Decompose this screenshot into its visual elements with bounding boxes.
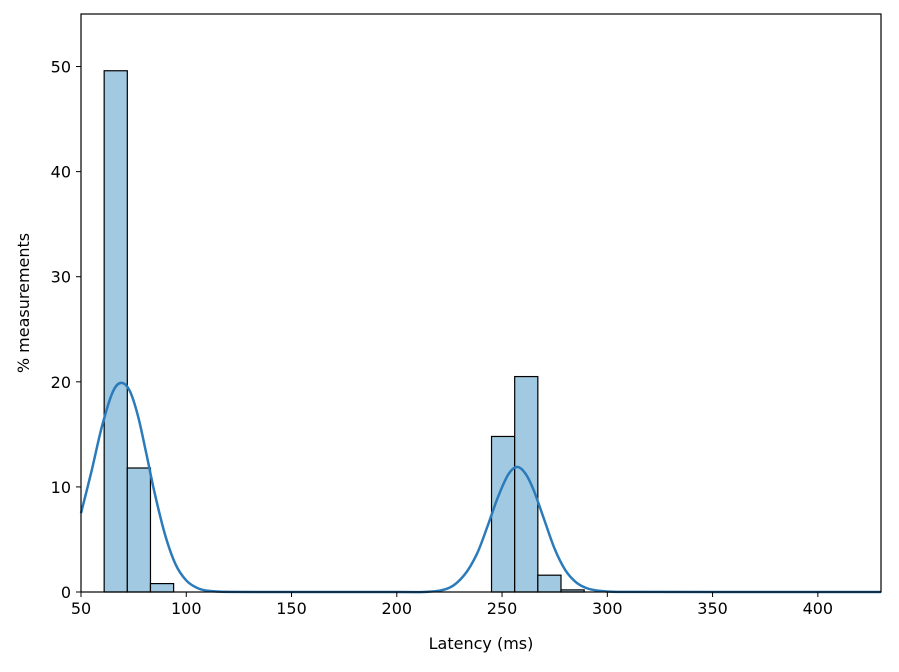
x-tick-label: 200 xyxy=(382,599,413,618)
histogram-bar-0 xyxy=(103,70,128,593)
x-axis-ticks: 50 100 150 200 250 300 350 400 xyxy=(71,592,833,618)
x-tick-label: 50 xyxy=(71,599,91,618)
y-tick-label: 0 xyxy=(61,583,71,602)
x-tick-label: 350 xyxy=(697,599,728,618)
y-tick-label: 10 xyxy=(51,478,71,497)
x-axis-label: Latency (ms) xyxy=(429,634,534,653)
x-tick-label: 150 xyxy=(276,599,307,618)
y-axis-ticks: 0 10 20 30 40 50 xyxy=(51,58,81,602)
x-tick-label: 250 xyxy=(487,599,518,618)
x-tick-label: 300 xyxy=(592,599,623,618)
y-tick-label: 40 xyxy=(51,163,71,182)
histogram-bar-1 xyxy=(126,467,152,593)
x-tick-label: 400 xyxy=(803,599,834,618)
y-tick-label: 50 xyxy=(51,58,71,77)
histogram-bar-5 xyxy=(537,574,562,593)
y-tick-label: 20 xyxy=(51,373,71,392)
y-tick-label: 30 xyxy=(51,268,71,287)
histogram-bar-2 xyxy=(149,582,175,593)
kde-curve xyxy=(79,381,882,594)
histogram-bars xyxy=(103,70,585,593)
plot-frame xyxy=(80,13,882,593)
histogram-bar-3 xyxy=(490,435,516,593)
histogram-bar-4 xyxy=(514,375,539,593)
x-tick-label: 100 xyxy=(171,599,202,618)
y-axis-label: % measurements xyxy=(14,233,33,373)
